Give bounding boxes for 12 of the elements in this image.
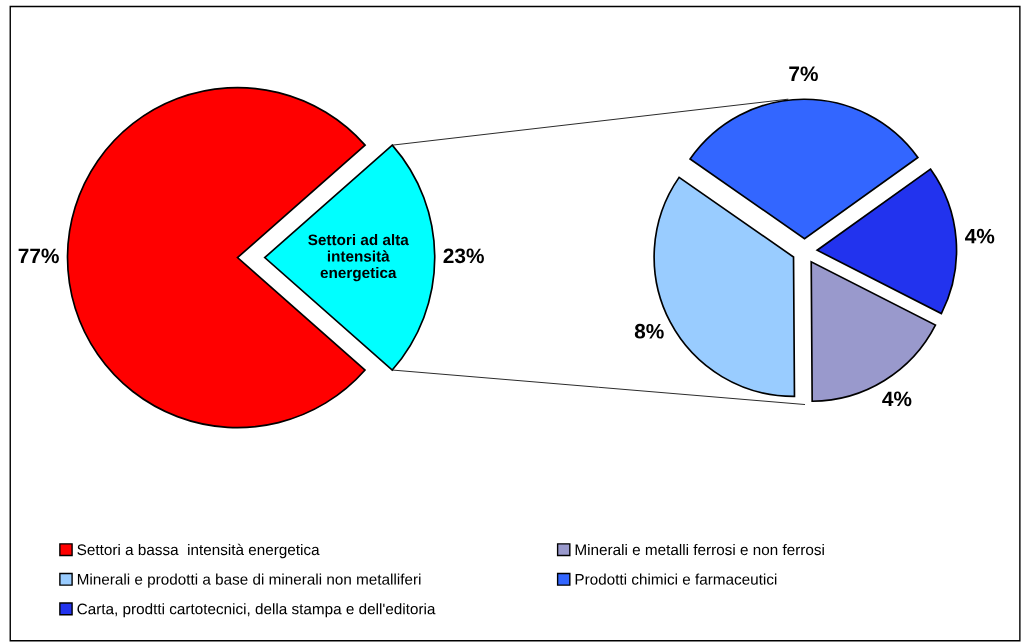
text: Settori ad alta intensità energetica <box>308 233 409 282</box>
data-label: 8% <box>634 323 664 339</box>
data-label: 4% <box>882 391 912 407</box>
data-label: 4% <box>965 228 995 244</box>
legend-label: Minerali e prodotti a base di minerali non metalliferi <box>77 573 421 588</box>
legend-label: Settori a bassa intensità energetica <box>77 543 320 559</box>
data-label: 23% <box>443 248 484 264</box>
legend-label: Minerali e metalli ferrosi e non ferrosi <box>575 543 824 556</box>
legend-label: Prodotti chimici e farmaceutici <box>575 573 777 585</box>
data-label: 77% <box>18 248 59 264</box>
data-label: 7% <box>789 66 818 82</box>
legend-label: Carta, prodtti cartotecnici, della stampa e dell'editoria <box>77 603 436 618</box>
